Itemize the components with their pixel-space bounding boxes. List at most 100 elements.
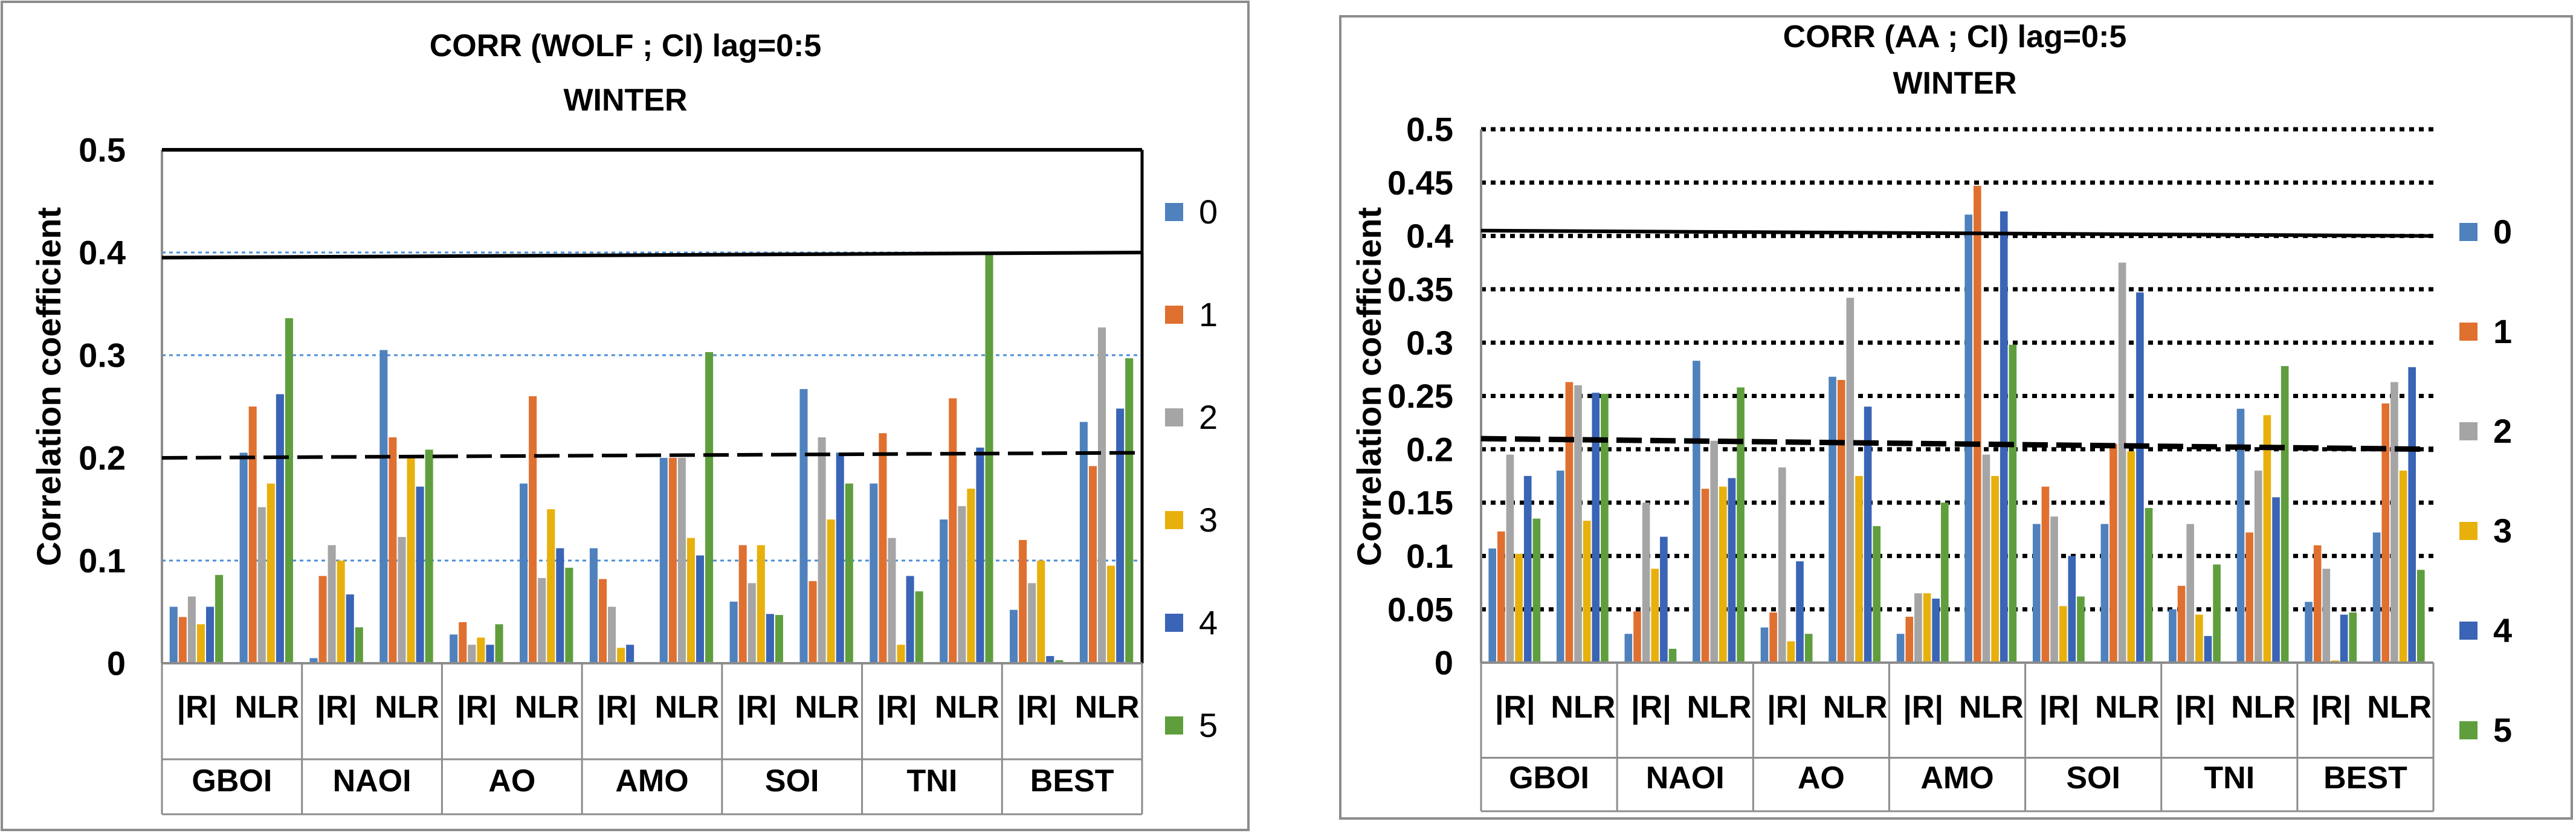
legend-swatch [2459, 622, 2478, 640]
chart-subtitle: WINTER [563, 83, 687, 118]
bar-series-5 [2145, 507, 2153, 663]
bar-series-4 [626, 645, 634, 663]
x-subcategory-label: NLR [1551, 690, 1615, 725]
bar-series-2 [1574, 385, 1582, 663]
bar-series-3 [1855, 475, 1863, 663]
bar-series-5 [915, 591, 923, 663]
bar-series-1 [809, 581, 817, 663]
bar-series-0 [2032, 524, 2041, 663]
bar-series-2 [958, 506, 966, 663]
bar-series-1 [1088, 466, 1097, 663]
legend-label: 3 [2493, 512, 2512, 550]
bar-series-0 [1079, 422, 1088, 663]
x-subcategory-label: |R| [2039, 690, 2080, 725]
bar-series-5 [1873, 526, 1881, 663]
bar-series-3 [477, 637, 485, 663]
bar-series-3 [827, 519, 835, 663]
bar-series-3 [547, 509, 555, 663]
bar-series-0 [2100, 524, 2109, 663]
x-subcategory-label: NLR [1823, 690, 1888, 725]
legend-label: 4 [2493, 611, 2512, 649]
bar-series-4 [2136, 292, 2144, 663]
bar-series-5 [1668, 649, 1677, 663]
bar-series-3 [1787, 641, 1795, 663]
bar-series-1 [598, 579, 607, 663]
x-subcategory-label: |R| [1631, 690, 1671, 725]
x-subcategory-label: NLR [1687, 690, 1752, 725]
bar-series-1 [2110, 443, 2117, 663]
y-tick-label: 0.5 [1406, 111, 1453, 149]
bar-series-5 [775, 615, 783, 663]
x-group-label: AMO [615, 764, 688, 799]
bar-series-0 [169, 606, 178, 663]
bar-series-2 [398, 536, 406, 663]
bar-series-5 [285, 318, 293, 663]
legend-swatch [1165, 511, 1183, 529]
bar-series-5 [1532, 518, 1541, 663]
bar-series-4 [2068, 556, 2076, 663]
y-tick-label: 0.4 [79, 234, 126, 272]
bar-series-1 [1565, 382, 1574, 663]
bar-series-4 [696, 555, 705, 663]
bar-series-5 [1940, 503, 1949, 663]
bar-series-2 [818, 437, 826, 663]
bar-series-3 [1991, 475, 1999, 663]
x-subcategory-label: |R| [2311, 690, 2352, 725]
legend-label: 1 [2493, 312, 2512, 350]
legend-swatch [2459, 522, 2478, 540]
x-subcategory-label: |R| [1903, 690, 1943, 725]
x-subcategory-label: NLR [234, 690, 299, 725]
bar-series-5 [355, 627, 363, 663]
x-group-label: GBOI [1509, 760, 1589, 796]
bar-series-2 [747, 583, 756, 663]
bar-series-1 [459, 622, 467, 663]
y-tick-label: 0.35 [1387, 271, 1453, 309]
bar-series-3 [1719, 486, 1727, 663]
x-subcategory-label: NLR [1075, 690, 1140, 725]
x-subcategory-label: |R| [457, 690, 497, 725]
bar-series-0 [870, 483, 878, 663]
bar-series-5 [845, 483, 853, 663]
bar-series-4 [2204, 635, 2212, 663]
y-tick-label: 0.25 [1387, 377, 1453, 415]
bar-series-4 [1660, 536, 1668, 663]
x-group-label: BEST [1030, 764, 1114, 799]
chart-title: CORR (WOLF ; CI) lag=0:5 [430, 28, 822, 63]
bar-series-0 [1760, 627, 1769, 663]
reference-line-solid [161, 251, 1143, 260]
bar-series-5 [2077, 596, 2085, 663]
y-tick-label: 0.1 [1406, 537, 1453, 575]
y-tick-label: 0.05 [1387, 590, 1453, 628]
y-tick-label: 0.3 [79, 336, 126, 375]
bar-series-2 [1028, 583, 1036, 663]
bar-series-3 [337, 561, 345, 663]
bar-series-4 [1116, 408, 1125, 663]
bar-series-2 [2118, 262, 2126, 663]
bar-series-1 [879, 433, 887, 663]
legend-swatch [2459, 721, 2478, 739]
bar-series-4 [836, 452, 844, 663]
bar-series-3 [1651, 568, 1659, 663]
bar-series-5 [1804, 634, 1813, 663]
bar-series-0 [589, 548, 598, 663]
bar-series-0 [2236, 408, 2245, 663]
legend-label: 1 [1199, 295, 1218, 333]
bar-series-0 [1624, 634, 1633, 663]
y-tick-label: 0.1 [79, 542, 126, 580]
legend-swatch [1165, 306, 1183, 324]
bar-series-2 [1098, 327, 1106, 663]
bar-series-1 [738, 545, 747, 663]
y-tick-label: 0 [1435, 644, 1453, 682]
chart-panel-1: CORR (WOLF ; CI) lag=0:5 WINTER 0 0.1 0.2 0.3… [1, 1, 1250, 831]
bar-series-2 [2322, 568, 2331, 663]
bar-series-5 [215, 574, 224, 663]
bar-series-0 [2169, 609, 2177, 663]
x-subcategory-label: |R| [1495, 690, 1535, 725]
x-group-label: AO [1798, 760, 1845, 796]
bar-series-4 [276, 394, 284, 663]
legend-swatch [1165, 203, 1183, 221]
bar-series-1 [2245, 532, 2253, 663]
legend-label: 4 [1199, 603, 1218, 641]
chart-frame [1339, 15, 2573, 820]
x-group-label: TNI [2204, 760, 2255, 796]
